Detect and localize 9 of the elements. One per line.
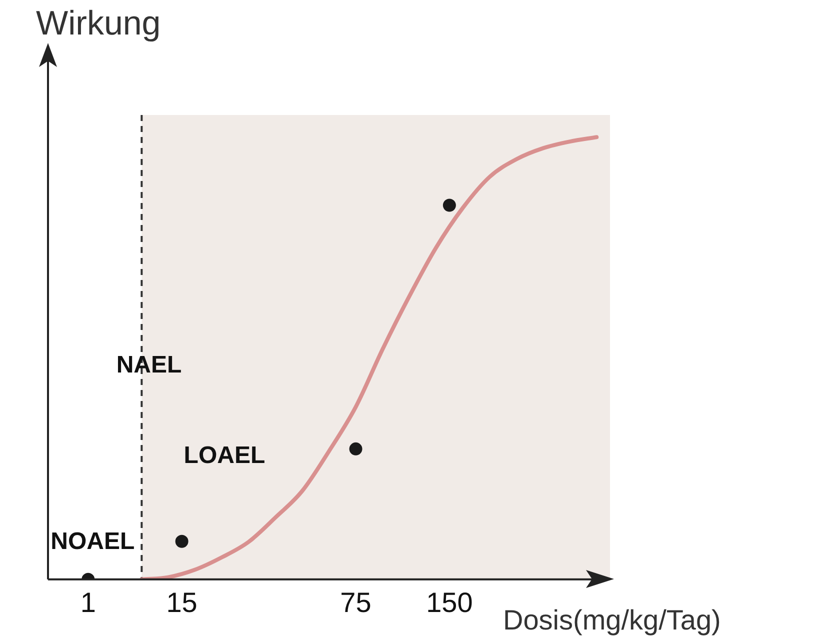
annotation: NOAEL [50, 528, 135, 555]
x-tick-label: 15 [166, 586, 198, 618]
y-axis-title: Wirkung [36, 4, 161, 42]
x-tick-label: 75 [340, 586, 372, 618]
annotation: NAEL [116, 351, 182, 378]
x-tick-label: 150 [426, 586, 473, 618]
x-axis-title: Dosis(mg/kg/Tag) [503, 604, 721, 636]
annotation: LOAEL [184, 442, 266, 469]
x-tick-label: 1 [80, 586, 96, 618]
